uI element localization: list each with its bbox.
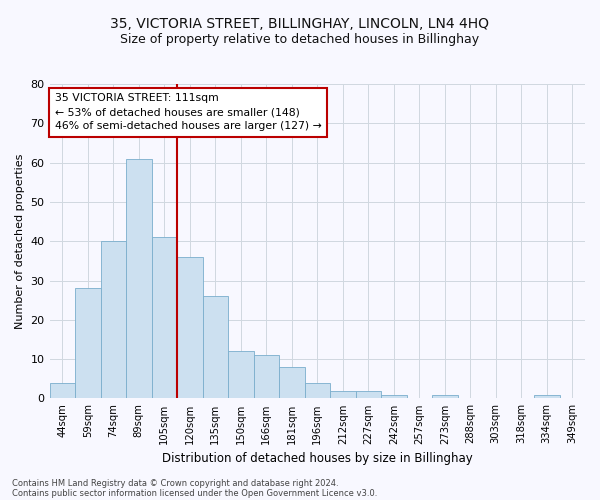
Text: 35, VICTORIA STREET, BILLINGHAY, LINCOLN, LN4 4HQ: 35, VICTORIA STREET, BILLINGHAY, LINCOLN… (110, 18, 490, 32)
Bar (330, 390, 356, 398)
Text: Size of property relative to detached houses in Billinghay: Size of property relative to detached ho… (121, 32, 479, 46)
Bar (152, 238, 177, 398)
Bar (101, 241, 126, 398)
Bar (279, 367, 305, 398)
Bar (534, 394, 560, 398)
Y-axis label: Number of detached properties: Number of detached properties (15, 154, 25, 329)
Bar (177, 257, 203, 398)
Text: Contains public sector information licensed under the Open Government Licence v3: Contains public sector information licen… (12, 488, 377, 498)
Text: Contains HM Land Registry data © Crown copyright and database right 2024.: Contains HM Land Registry data © Crown c… (12, 478, 338, 488)
Bar (356, 390, 381, 398)
Bar (254, 355, 279, 399)
Bar (381, 394, 407, 398)
Text: 35 VICTORIA STREET: 111sqm
← 53% of detached houses are smaller (148)
46% of sem: 35 VICTORIA STREET: 111sqm ← 53% of deta… (55, 94, 322, 132)
Bar (50, 382, 75, 398)
Bar (203, 296, 228, 398)
Bar (75, 288, 101, 399)
Bar (305, 382, 330, 398)
Bar (228, 352, 254, 399)
X-axis label: Distribution of detached houses by size in Billinghay: Distribution of detached houses by size … (162, 452, 473, 465)
Bar (126, 158, 152, 398)
Bar (432, 394, 458, 398)
